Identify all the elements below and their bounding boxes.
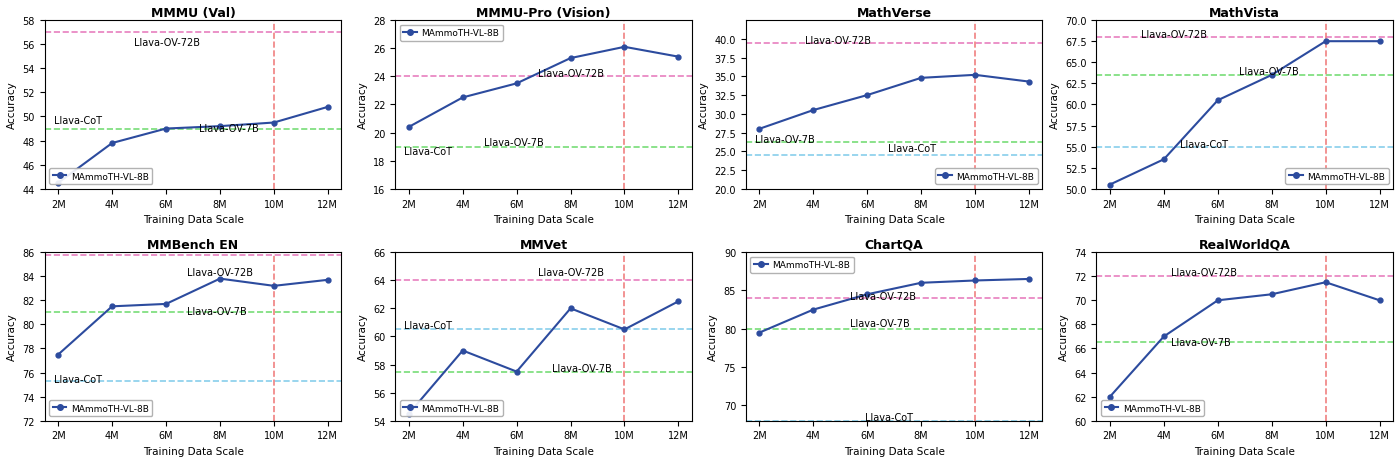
Text: Llava-CoT: Llava-CoT [865,413,913,423]
Title: MMMU-Pro (Vision): MMMU-Pro (Vision) [476,7,610,20]
Legend: MAmmoTH-VL-8B: MAmmoTH-VL-8B [49,169,153,185]
X-axis label: Training Data Scale: Training Data Scale [844,214,945,225]
X-axis label: Training Data Scale: Training Data Scale [1194,446,1295,456]
Text: Llava-OV-7B: Llava-OV-7B [850,318,910,328]
Title: RealWorldQA: RealWorldQA [1198,238,1291,251]
Legend: MAmmoTH-VL-8B: MAmmoTH-VL-8B [935,169,1037,185]
Text: Llava-OV-7B: Llava-OV-7B [1239,67,1299,76]
Y-axis label: Accuracy: Accuracy [708,313,718,361]
X-axis label: Training Data Scale: Training Data Scale [1194,214,1295,225]
Text: Llava-OV-72B: Llava-OV-72B [805,36,871,46]
X-axis label: Training Data Scale: Training Data Scale [844,446,945,456]
Text: Llava-CoT: Llava-CoT [1180,140,1228,150]
Title: MathVerse: MathVerse [857,7,932,20]
Text: Llava-OV-72B: Llava-OV-72B [1141,30,1207,39]
Title: ChartQA: ChartQA [865,238,924,251]
X-axis label: Training Data Scale: Training Data Scale [143,214,244,225]
Title: MMMU (Val): MMMU (Val) [151,7,235,20]
Text: Llava-OV-72B: Llava-OV-72B [850,291,916,301]
Legend: MAmmoTH-VL-8B: MAmmoTH-VL-8B [400,400,503,416]
Text: Llava-CoT: Llava-CoT [53,116,102,126]
Title: MathVista: MathVista [1210,7,1280,20]
Text: Llava-OV-7B: Llava-OV-7B [188,307,246,317]
Legend: MAmmoTH-VL-8B: MAmmoTH-VL-8B [750,257,854,273]
Y-axis label: Accuracy: Accuracy [357,81,368,129]
Text: Llava-OV-7B: Llava-OV-7B [755,135,815,145]
Y-axis label: Accuracy: Accuracy [1058,313,1068,361]
Legend: MAmmoTH-VL-8B: MAmmoTH-VL-8B [49,400,153,416]
Y-axis label: Accuracy: Accuracy [699,81,708,129]
Y-axis label: Accuracy: Accuracy [7,313,17,361]
Legend: MAmmoTH-VL-8B: MAmmoTH-VL-8B [400,25,503,42]
Y-axis label: Accuracy: Accuracy [7,81,17,129]
X-axis label: Training Data Scale: Training Data Scale [493,214,594,225]
Text: Llava-OV-7B: Llava-OV-7B [484,138,545,148]
Text: Llava-OV-7B: Llava-OV-7B [553,364,612,374]
Text: Llava-CoT: Llava-CoT [53,375,102,385]
Legend: MAmmoTH-VL-8B: MAmmoTH-VL-8B [1100,400,1204,416]
Y-axis label: Accuracy: Accuracy [1050,81,1060,129]
Legend: MAmmoTH-VL-8B: MAmmoTH-VL-8B [1285,169,1389,185]
Y-axis label: Accuracy: Accuracy [357,313,368,361]
X-axis label: Training Data Scale: Training Data Scale [493,446,594,456]
Text: Llava-OV-72B: Llava-OV-72B [538,69,603,79]
Text: Llava-OV-7B: Llava-OV-7B [199,124,259,134]
Text: Llava-OV-72B: Llava-OV-72B [188,268,253,278]
Text: Llava-CoT: Llava-CoT [405,321,452,331]
Title: MMVet: MMVet [519,238,567,251]
Text: Llava-CoT: Llava-CoT [405,146,452,156]
Title: MMBench EN: MMBench EN [147,238,238,251]
X-axis label: Training Data Scale: Training Data Scale [143,446,244,456]
Text: Llava-OV-7B: Llava-OV-7B [1170,337,1231,347]
Text: Llava-OV-72B: Llava-OV-72B [134,38,200,48]
Text: Llava-OV-72B: Llava-OV-72B [538,268,603,278]
Text: Llava-OV-72B: Llava-OV-72B [1170,268,1236,278]
Text: Llava-CoT: Llava-CoT [888,144,937,154]
